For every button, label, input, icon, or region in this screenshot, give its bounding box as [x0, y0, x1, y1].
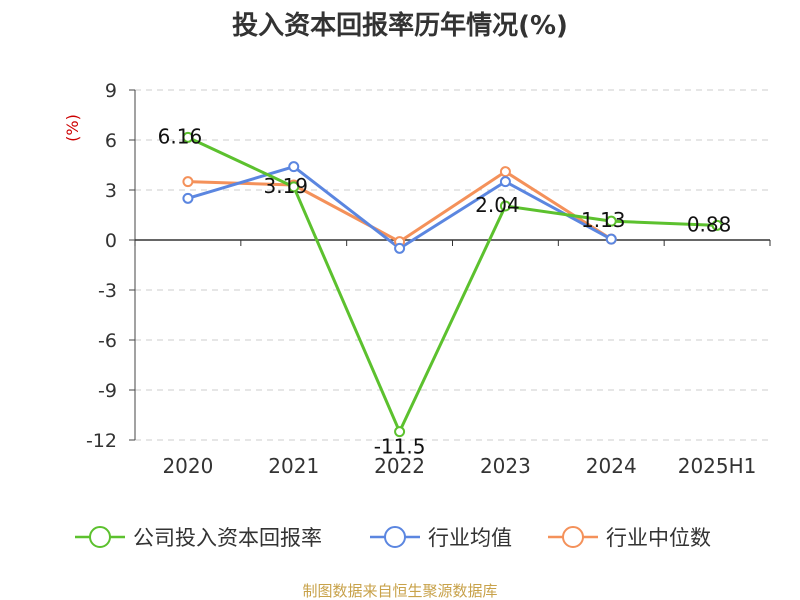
data-point — [182, 192, 194, 204]
data-point — [394, 242, 406, 254]
y-tick-label: 3 — [105, 180, 117, 202]
data-point — [499, 176, 511, 188]
x-tick-label: 2024 — [586, 454, 637, 478]
data-label: 2.04 — [475, 193, 520, 217]
y-axis-unit-label: (%) — [63, 114, 82, 142]
data-point — [182, 131, 194, 143]
data-label: 3.19 — [263, 174, 308, 198]
x-tick-label: 2023 — [480, 454, 531, 478]
x-tick-label: 2022 — [374, 454, 425, 478]
x-tick-label: 2021 — [268, 454, 319, 478]
series-line-1 — [187, 165, 612, 250]
legend-item-1: 行业均值 — [370, 526, 512, 550]
data-label: 1.13 — [581, 208, 626, 232]
series-line-0 — [187, 135, 718, 434]
x-tick-labels: 2020 2021 2022 2023 2024 2025H1 — [162, 454, 756, 478]
data-point — [288, 161, 300, 173]
data-point — [182, 176, 194, 188]
legend-label: 行业中位数 — [606, 526, 711, 550]
chart-title: 投入资本回报率历年情况(%) — [232, 10, 568, 41]
data-point — [605, 215, 617, 227]
legend: 公司投入资本回报率 行业均值 行业中位数 — [75, 526, 711, 550]
y-tick-label: 9 — [105, 80, 117, 102]
legend-label: 行业均值 — [428, 526, 512, 550]
data-label: -11.5 — [374, 435, 426, 459]
data-point — [499, 166, 511, 178]
legend-marker — [562, 526, 584, 548]
y-tick-label: -3 — [98, 280, 117, 302]
axes — [129, 89, 771, 441]
data-label: 6.16 — [158, 124, 203, 148]
data-point — [711, 219, 723, 231]
grid-lines — [135, 89, 770, 441]
y-tick-labels: 9 6 3 0 -3 -6 -9 -12 — [86, 80, 117, 452]
legend-item-2: 行业中位数 — [548, 526, 711, 550]
data-point — [394, 426, 406, 438]
series-points — [182, 131, 723, 438]
x-tick-label: 2025H1 — [678, 454, 757, 478]
y-tick-label: 6 — [105, 130, 117, 152]
legend-marker — [384, 526, 406, 548]
data-point — [499, 200, 511, 212]
legend-item-0: 公司投入资本回报率 — [75, 526, 322, 550]
y-tick-label: -9 — [98, 380, 117, 402]
y-tick-label: -12 — [86, 430, 117, 452]
y-tick-label: 0 — [105, 230, 117, 252]
x-tick-label: 2020 — [162, 454, 213, 478]
legend-marker — [89, 526, 111, 548]
data-label: 0.88 — [687, 212, 732, 236]
data-point — [605, 233, 617, 245]
legend-label: 公司投入资本回报率 — [133, 526, 322, 550]
source-note: 制图数据来自恒生聚源数据库 — [302, 582, 497, 600]
data-labels: 6.16 3.19 -11.5 2.04 1.13 0.88 — [158, 124, 732, 458]
series-line-2 — [187, 170, 613, 244]
data-point — [288, 181, 300, 193]
y-tick-label: -6 — [98, 330, 117, 352]
